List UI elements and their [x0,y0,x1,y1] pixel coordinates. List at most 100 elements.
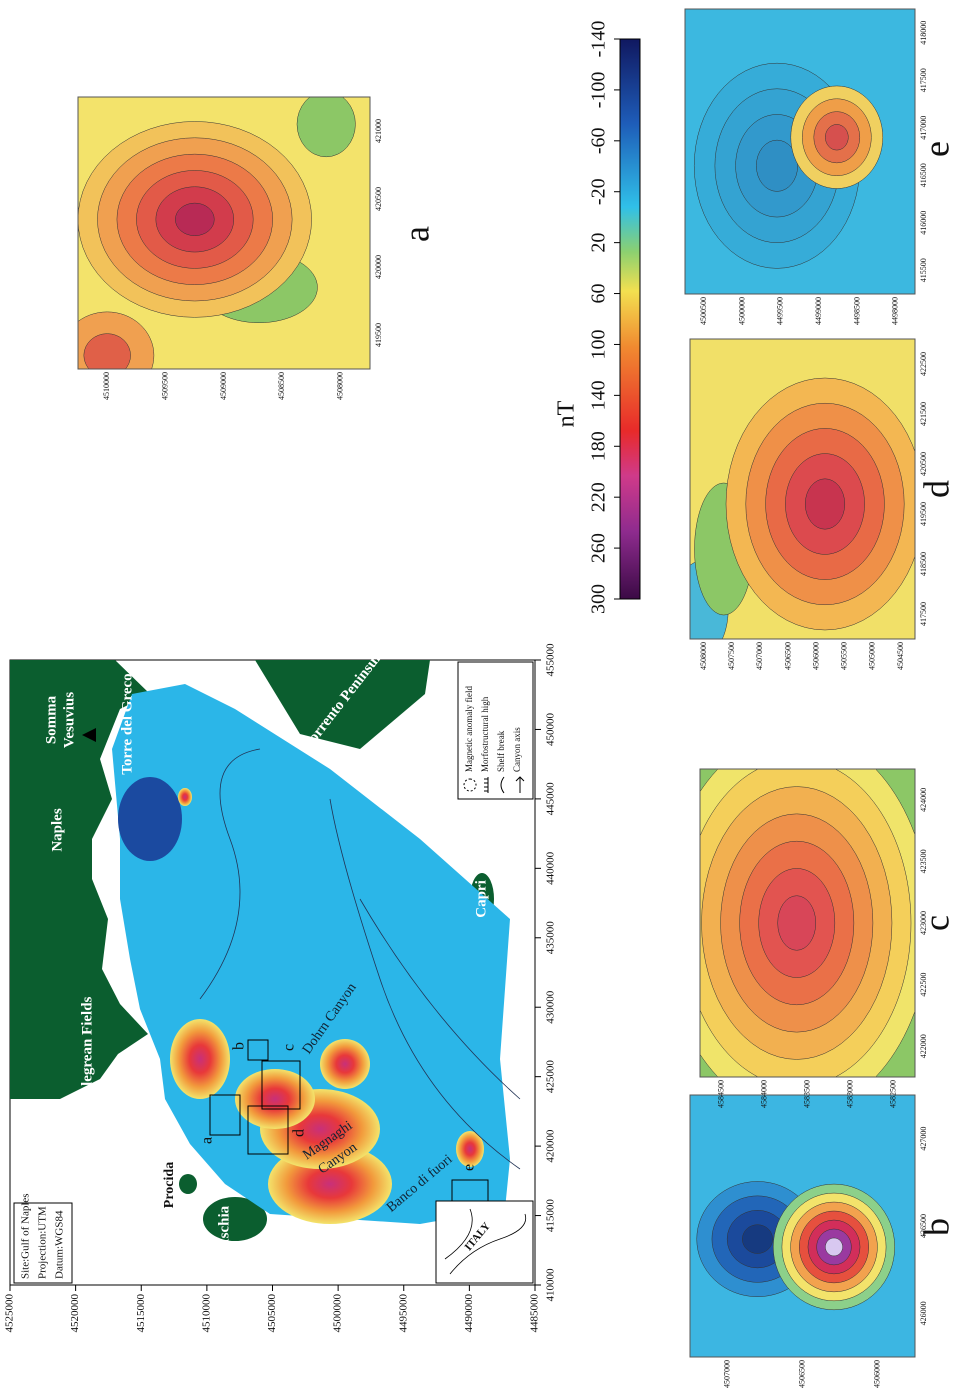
x-tick-label: 417500 [919,68,928,92]
y-tick-label: 4504500 [896,642,905,670]
colorbar-label: 140 [588,380,610,410]
x-tick-label: 423500 [919,849,928,873]
x-tick-label: 426000 [919,1301,928,1325]
x-tick-label: 415000 [545,1199,557,1233]
colorbar-label: -20 [588,178,610,205]
y-tick-label: 4507500 [727,642,736,670]
panel-label: b [916,1218,956,1236]
y-tick-label: 4582500 [888,1080,897,1108]
x-tick-label: 427000 [919,1127,928,1151]
x-tick-label: 440000 [545,851,557,885]
x-tick-label: 421000 [374,119,383,143]
place-name: Somma [43,695,59,744]
y-tick-label: 4506000 [811,642,820,670]
x-tick-label: 455000 [545,643,557,677]
y-tick-label: 4515000 [135,1294,147,1333]
colorbar-label: -60 [588,127,610,154]
legend-label: Canyon axis [512,727,522,772]
y-tick-label: 4500000 [737,297,746,325]
y-tick-label: 4508500 [277,372,286,400]
y-tick-label: 4584000 [759,1080,768,1108]
colorbar-label: 260 [588,533,610,563]
contour [805,479,845,529]
x-tick-label: 430000 [545,990,557,1024]
y-tick-label: 4499000 [814,297,823,325]
y-tick-label: 4505500 [840,642,849,670]
y-tick-label: 4490000 [463,1294,475,1333]
island [179,1174,197,1194]
place-name: Phlegrean Fields [79,996,95,1103]
legend-label: Magnetic anomaly field [464,686,474,772]
x-tick-label: 416000 [919,211,928,235]
colorbar-label: 100 [588,329,610,359]
y-tick-label: 4508000 [699,642,708,670]
x-tick-label: 420500 [374,187,383,211]
panel-label: c [916,915,956,931]
anomaly [178,788,192,806]
colorbar-label: -100 [588,72,610,109]
y-tick-label: 4505000 [868,642,877,670]
inset [436,1201,533,1283]
contour [84,334,131,378]
y-tick-label: 4508000 [336,372,345,400]
legend-label: Shelf break [496,730,506,772]
box-label: e [461,1164,478,1171]
colorbar-label: -140 [588,21,610,58]
y-tick-label: 4510000 [200,1294,212,1333]
place-name: Procida [162,1162,177,1208]
y-tick-label: 4498500 [852,297,861,325]
y-tick-label: 4520000 [69,1294,81,1333]
x-tick-label: 422500 [919,352,928,376]
panel-map [663,732,930,1114]
place-name: Vesuvius [61,692,77,748]
x-tick-label: 419500 [374,323,383,347]
panel-label: e [916,141,956,157]
x-tick-label: 422000 [919,1034,928,1058]
y-tick-label: 4583500 [802,1080,811,1108]
contour [297,92,355,157]
place-name: Torre del Greco [119,673,135,774]
x-tick-label: 419500 [919,502,928,526]
page: a b c d e Ischia Procida Phlegrean Field… [0,0,966,1399]
colorbar-label: 60 [588,284,610,304]
box-label: a [199,1137,216,1144]
x-tick-label: 417500 [919,602,928,626]
colorbar-label: 220 [588,482,610,512]
x-tick-label: 450000 [545,712,557,746]
colorbar-label: 180 [588,431,610,461]
y-tick-label: 4584500 [716,1080,725,1108]
x-tick-label: 410000 [545,1268,557,1302]
panel-map [60,92,370,399]
y-tick-label: 4507000 [755,642,764,670]
y-tick-label: 4505000 [266,1294,278,1333]
panel-label: d [916,480,956,498]
negative-anomaly [118,777,182,861]
y-tick-label: 4506500 [783,642,792,670]
contour [825,1238,842,1256]
x-tick-label: 417000 [919,116,928,140]
y-tick-label: 4510000 [102,372,111,400]
colorbar [620,39,640,599]
panel-map [685,9,915,294]
x-tick-label: 418000 [919,21,928,45]
x-tick-label: 421500 [919,402,928,426]
anomaly [170,1019,230,1099]
y-tick-label: 4498000 [891,297,900,325]
y-tick-label: 4506500 [797,1360,806,1388]
figure: a b c d e Ischia Procida Phlegrean Field… [0,0,966,1399]
y-tick-label: 4495000 [397,1294,409,1333]
x-tick-label: 422500 [919,973,928,997]
x-tick-label: 424000 [919,788,928,812]
place-name: Ischia [216,1205,232,1244]
y-tick-label: 4499500 [776,297,785,325]
info-text: Datum:WGS84 [54,1210,66,1279]
contour [825,124,848,150]
legend-label: Morfostructural high [480,696,490,772]
contour [778,896,816,951]
panel-map [690,1095,915,1357]
y-tick-label: 4509500 [160,372,169,400]
y-tick-label: 4500500 [699,297,708,325]
contour [742,1225,772,1254]
x-tick-label: 418500 [919,552,928,576]
x-tick-label: 435000 [545,921,557,955]
